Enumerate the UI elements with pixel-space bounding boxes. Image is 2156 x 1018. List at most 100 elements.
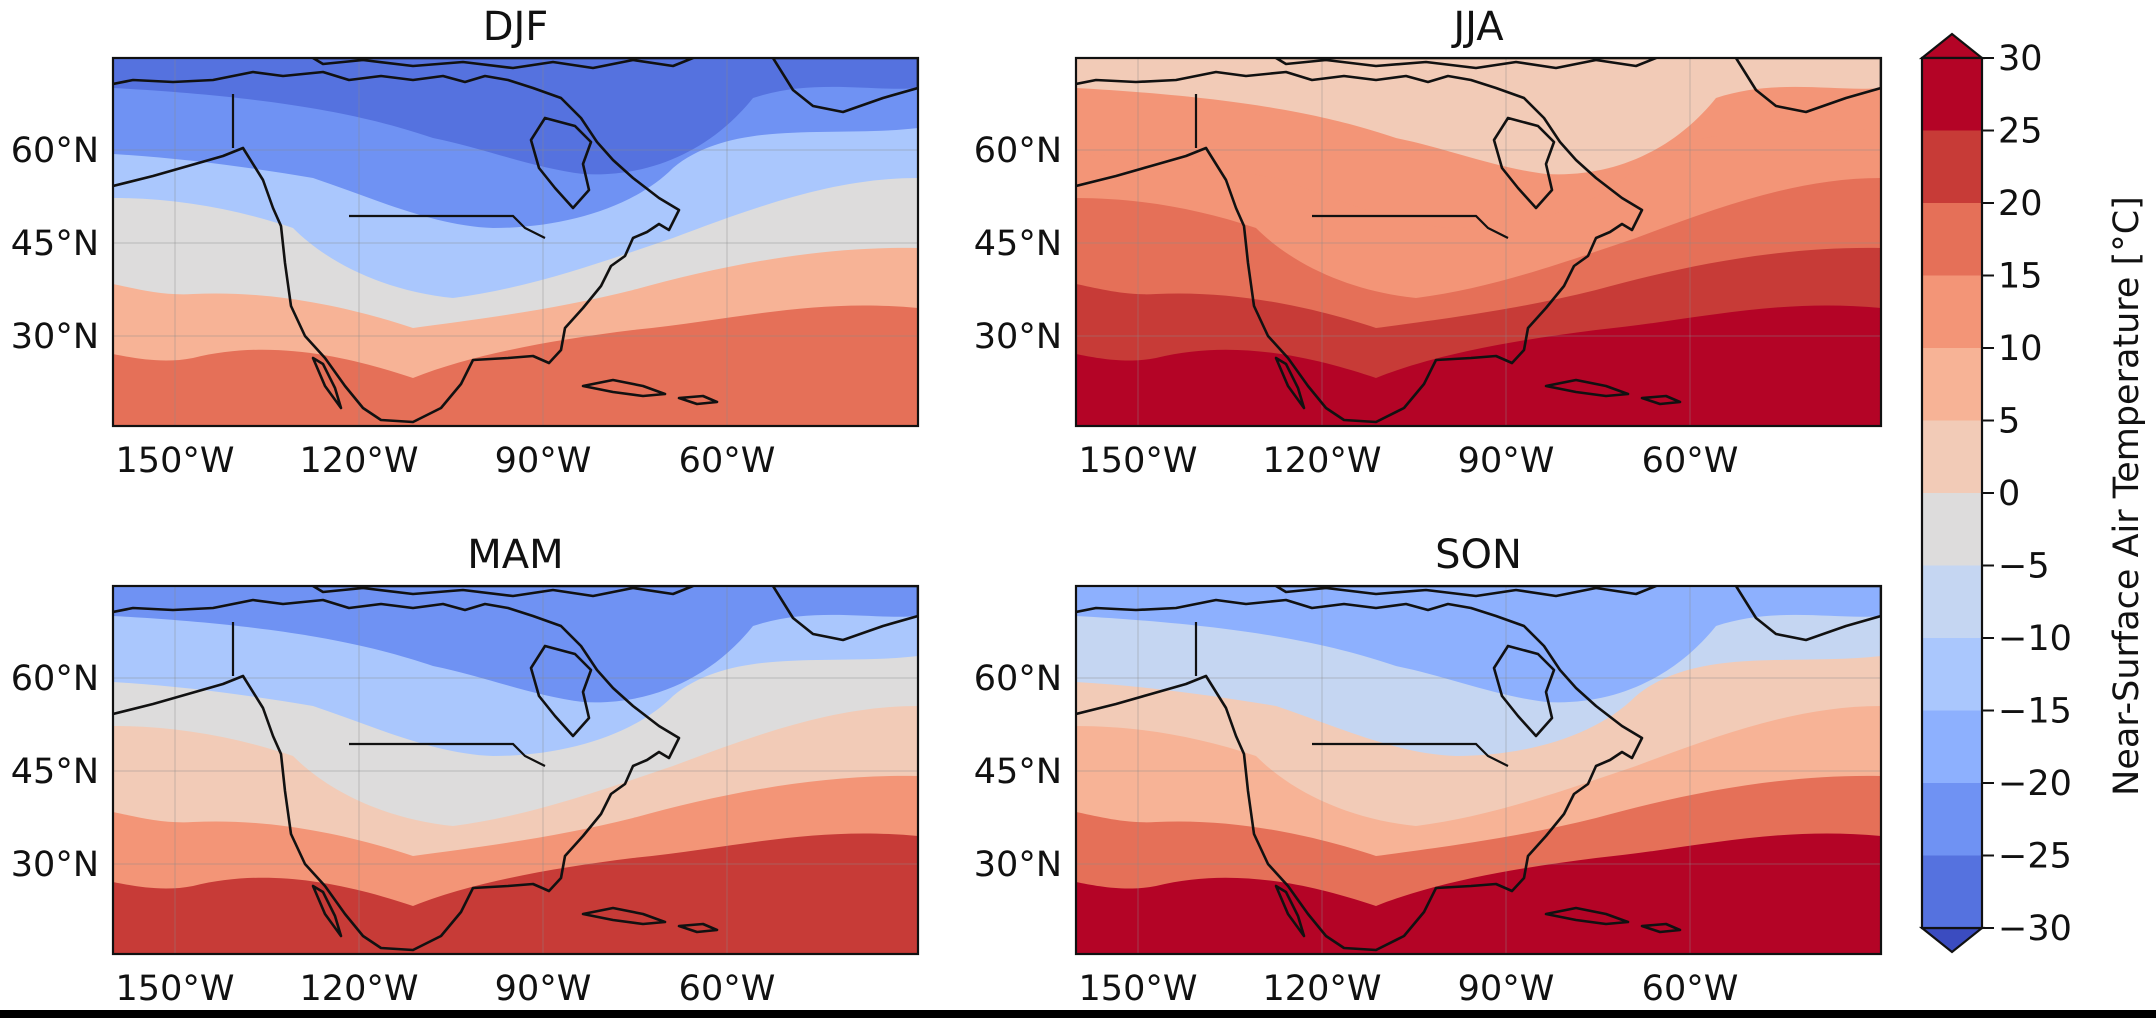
coastline — [581, 906, 667, 926]
panel-djf-field — [113, 58, 918, 426]
lon-tick-label: 90°W — [495, 969, 592, 1009]
lat-tick-label: 30°N — [974, 845, 1062, 885]
temp-band — [113, 58, 918, 175]
panel-title: DJF — [483, 4, 549, 50]
lat-tick-label: 45°N — [11, 752, 99, 792]
colorbar-band — [1922, 710, 1982, 784]
colorbar-label: Near-Surface Air Temperature [°C] — [2107, 196, 2147, 796]
lon-tick-label: 150°W — [116, 969, 235, 1009]
coastline — [1274, 884, 1306, 938]
colorbar-band — [1922, 493, 1982, 566]
coastline — [1640, 394, 1682, 406]
coastline — [529, 644, 593, 738]
lat-tick-label: 45°N — [974, 752, 1062, 792]
country-border — [1194, 622, 1509, 767]
panel-son-field — [1076, 586, 1881, 954]
colorbar-band — [1922, 638, 1982, 711]
temp-band — [1076, 58, 1881, 175]
colorbar-tick-label: 15 — [1998, 257, 2043, 297]
panel-frame — [111, 584, 920, 956]
lon-tick-label: 120°W — [300, 441, 419, 481]
coastline — [311, 58, 695, 70]
coastline — [677, 922, 719, 934]
coastline — [1076, 70, 1644, 424]
panel-frame — [111, 56, 920, 428]
temp-band — [113, 586, 918, 703]
country-border — [231, 94, 546, 239]
colorbar-tick-label: −30 — [1998, 909, 2072, 949]
colorbar-extend-min — [1918, 926, 1986, 954]
coastline — [771, 586, 918, 642]
colorbar-band — [1922, 565, 1982, 639]
coastline — [1492, 644, 1556, 738]
coastline — [581, 378, 667, 398]
bottom-edge-bar — [0, 1010, 2156, 1018]
colorbar-bands — [1918, 32, 1986, 954]
colorbar-tick-label: 30 — [1998, 39, 2043, 79]
lat-tick-label: 60°N — [974, 659, 1062, 699]
coastline — [1274, 356, 1306, 410]
lon-tick-label: 150°W — [1079, 441, 1198, 481]
panel-jja: JJA 60°N 45°N 30°N 150°W 120°W 90°W 60°W — [974, 4, 1883, 481]
colorbar-band — [1922, 275, 1982, 349]
coastline — [113, 598, 681, 952]
coastline — [1274, 586, 1658, 598]
coastline — [677, 394, 719, 406]
colorbar: 30 25 20 15 10 5 0 −5 −10 −15 −20 −25 −30 — [1918, 32, 2072, 954]
panel-jja-field — [1076, 58, 1881, 426]
coastline — [1492, 116, 1556, 210]
coastline — [1076, 598, 1644, 952]
lat-tick-label: 60°N — [11, 659, 99, 699]
colorbar-extend-max — [1918, 32, 1986, 60]
lat-tick-label: 60°N — [11, 131, 99, 171]
lat-tick-label: 45°N — [11, 224, 99, 264]
panel-title: MAM — [467, 532, 563, 578]
lon-tick-label: 150°W — [1079, 969, 1198, 1009]
coastline — [1544, 906, 1630, 926]
colorbar-tick-label: 10 — [1998, 329, 2043, 369]
colorbar-tick-label: −5 — [1998, 547, 2050, 587]
colorbar-band — [1922, 203, 1982, 276]
coastline — [113, 70, 681, 424]
panel-title: JJA — [1450, 4, 1504, 50]
lat-tick-label: 30°N — [11, 317, 99, 357]
colorbar-band — [1922, 130, 1982, 204]
colorbar-tick-label: 25 — [1998, 112, 2043, 152]
lon-tick-label: 90°W — [1458, 441, 1555, 481]
coastline — [311, 884, 343, 938]
colorbar-tick-label: −10 — [1998, 619, 2072, 659]
coastline — [1640, 922, 1682, 934]
colorbar-tick-label: −20 — [1998, 764, 2072, 804]
colorbar-band — [1922, 783, 1982, 856]
coastline — [1734, 58, 1881, 114]
colorbar-band — [1922, 348, 1982, 421]
panel-title: SON — [1435, 532, 1522, 578]
lon-tick-label: 150°W — [116, 441, 235, 481]
lon-tick-label: 90°W — [495, 441, 592, 481]
panel-son: SON 60°N 45°N 30°N 150°W 120°W 90°W 60°W — [974, 532, 1883, 1009]
coastline — [529, 116, 593, 210]
colorbar-tick-label: 0 — [1998, 474, 2020, 514]
colorbar-tick-label: 20 — [1998, 184, 2043, 224]
coastline — [311, 586, 695, 598]
lon-tick-label: 120°W — [1263, 441, 1382, 481]
lon-tick-label: 60°W — [1642, 969, 1739, 1009]
coastline — [771, 58, 918, 114]
lat-tick-label: 60°N — [974, 131, 1062, 171]
panel-frame — [1074, 584, 1883, 956]
lon-tick-label: 60°W — [679, 441, 776, 481]
colorbar-tick-label: −15 — [1998, 692, 2072, 732]
colorbar-ticks: 30 25 20 15 10 5 0 −5 −10 −15 −20 −25 −30 — [1982, 39, 2072, 949]
lon-tick-label: 120°W — [300, 969, 419, 1009]
colorbar-band — [1922, 58, 1982, 131]
lon-tick-label: 90°W — [1458, 969, 1555, 1009]
colorbar-band — [1922, 420, 1982, 494]
panel-djf: DJF 60°N 45°N 30°N 150°W 120°W 90°W 60°W — [11, 4, 920, 481]
country-border — [231, 622, 546, 767]
panel-mam: MAM 60°N 45°N 30°N 150°W 120°W 90°W 60°W — [11, 532, 920, 1009]
colorbar-tick-label: 5 — [1998, 402, 2020, 442]
lat-tick-label: 30°N — [974, 317, 1062, 357]
coastline — [1274, 58, 1658, 70]
lon-tick-label: 120°W — [1263, 969, 1382, 1009]
